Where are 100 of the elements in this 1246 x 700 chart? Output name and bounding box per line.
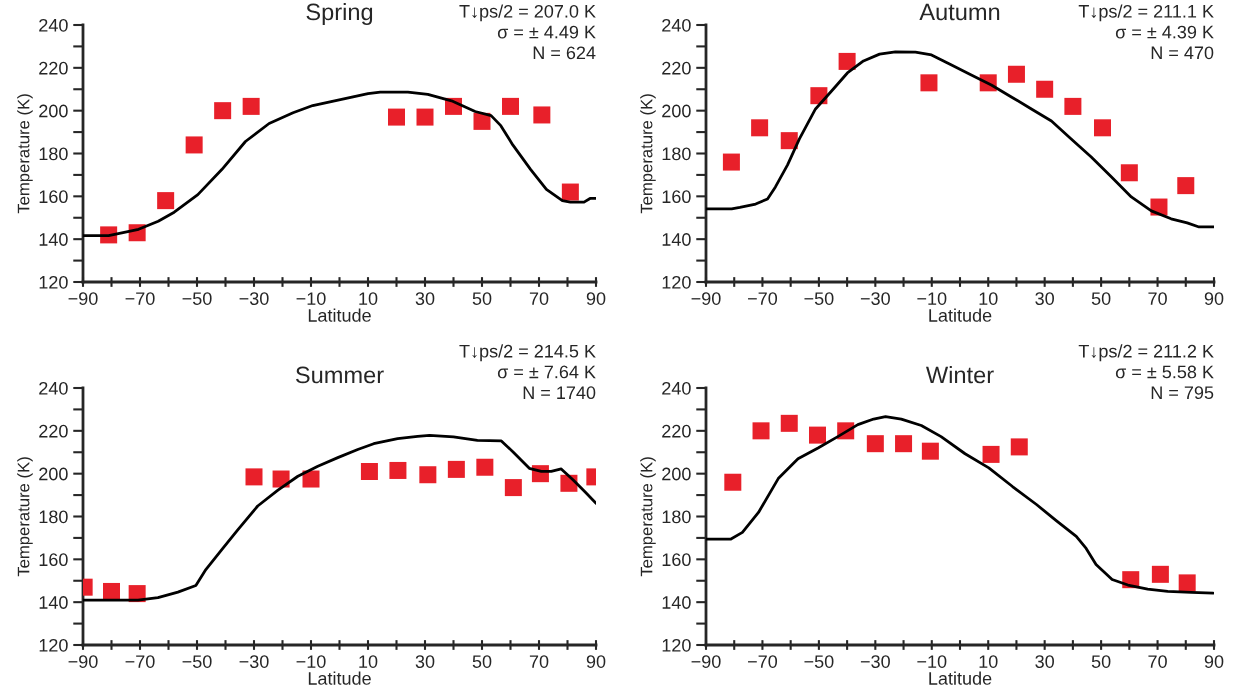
annotation: σ = ± 4.39 K (1115, 25, 1214, 39)
chart-title: Winter (926, 365, 994, 384)
y-tick-label: 200 (662, 104, 691, 118)
point (780, 132, 798, 150)
x-tick-label: 70 (1148, 655, 1167, 668)
point (1094, 119, 1112, 137)
x-tick-label: −10 (296, 655, 326, 668)
x-tick-label: −70 (125, 655, 155, 668)
point (1120, 164, 1138, 182)
point (533, 106, 551, 124)
y-tick-label: 160 (662, 553, 691, 567)
annotation: N = 470 (1151, 46, 1214, 60)
point (724, 473, 742, 491)
point (447, 460, 465, 478)
x-tick-label: 50 (1091, 655, 1111, 668)
y-tick-label: 140 (39, 596, 68, 609)
x-tick-label: 90 (586, 292, 606, 305)
text: T↓ps/2 = 211.2 K (1078, 344, 1214, 362)
x-tick-label: 90 (1204, 292, 1224, 305)
y-tick-label: 180 (39, 147, 68, 161)
x-tick-label: 30 (415, 655, 435, 668)
x-tick-label: −50 (182, 292, 212, 305)
point (245, 468, 263, 486)
point (1177, 177, 1195, 195)
y-tick-label: 200 (662, 467, 691, 481)
x-tick-label: −90 (68, 655, 98, 668)
y-tick-label: 140 (662, 233, 691, 246)
y-tick-label: 220 (662, 61, 691, 75)
y-tick-label: 140 (662, 596, 691, 609)
point (866, 435, 884, 453)
annotation: N = 624 (533, 46, 596, 60)
point (1036, 80, 1054, 98)
annotation: N = 795 (1151, 386, 1214, 400)
y-tick-label: 180 (662, 510, 691, 524)
x-tick-label: −30 (860, 292, 890, 305)
y-tick-label: 220 (39, 424, 68, 438)
point (780, 414, 798, 432)
x-axis-title: Latitude (929, 308, 992, 322)
point (752, 422, 770, 440)
y-tick-label: 180 (662, 147, 691, 161)
point (504, 479, 522, 497)
x-tick-label: 70 (529, 292, 549, 305)
y-tick-label: 200 (39, 467, 68, 481)
point (561, 183, 579, 201)
y-tick-label: 200 (39, 104, 68, 118)
x-tick-label: −50 (182, 655, 212, 668)
x-tick-label: 50 (472, 292, 492, 305)
y-axis-title: Temperature (K) (17, 94, 33, 214)
line-series (706, 415, 1214, 595)
x-tick-label: −70 (125, 292, 155, 305)
point (501, 97, 520, 115)
text: σ = ± 5.58 K (1115, 365, 1214, 379)
point (808, 426, 826, 444)
x-tick-label: 70 (1148, 292, 1167, 305)
point (921, 442, 939, 460)
x-tick-label: −10 (917, 655, 947, 668)
chart-title: Summer (295, 366, 384, 384)
text: T↓ps/2 = 211.1 K (1078, 4, 1214, 22)
y-axis-title: Temperature (K) (17, 457, 33, 577)
point (982, 445, 1000, 463)
point (476, 458, 494, 476)
point (920, 74, 938, 92)
x-tick-label: 30 (1035, 292, 1054, 305)
x-tick-label: −90 (691, 292, 721, 305)
line-series (83, 433, 596, 602)
y-tick-label: 240 (39, 18, 68, 32)
y-tick-label: 120 (662, 275, 691, 289)
point (157, 192, 175, 210)
point (473, 112, 491, 130)
x-tick-label: 10 (979, 655, 998, 668)
point (838, 52, 856, 70)
text: T↓ps/2 = 207.0 K (459, 4, 596, 22)
x-axis-title: Latitude (929, 671, 992, 685)
text: σ = ± 7.64 K (497, 365, 596, 379)
y-tick-label: 240 (39, 381, 68, 395)
x-tick-label: 50 (1091, 292, 1111, 305)
y-tick-label: 240 (662, 381, 691, 395)
annotation: N = 1740 (523, 386, 596, 400)
point (895, 435, 913, 453)
y-tick-label: 120 (39, 638, 68, 652)
y-axis-title: Temperature (K) (640, 457, 656, 577)
x-tick-label: −70 (748, 655, 778, 668)
x-tick-label: −90 (691, 655, 721, 668)
y-axis-title: Temperature (K) (640, 94, 656, 214)
point (185, 136, 203, 154)
point (389, 461, 407, 479)
chart-title: Autumn (919, 3, 1000, 21)
x-tick-label: 10 (359, 292, 378, 305)
point (102, 582, 121, 600)
annotation: σ = ± 4.49 K (497, 25, 596, 39)
x-tick-label: 30 (1035, 655, 1054, 668)
x-tick-label: 70 (529, 655, 549, 668)
y-tick-label: 220 (39, 61, 68, 75)
x-tick-label: 50 (472, 655, 492, 668)
text: T↓ps/2 = 214.5 K (459, 344, 596, 362)
point (416, 108, 434, 126)
x-tick-label: −70 (748, 292, 778, 305)
point (751, 119, 769, 137)
x-tick-label: 10 (359, 655, 378, 668)
x-tick-label: −10 (296, 292, 326, 305)
